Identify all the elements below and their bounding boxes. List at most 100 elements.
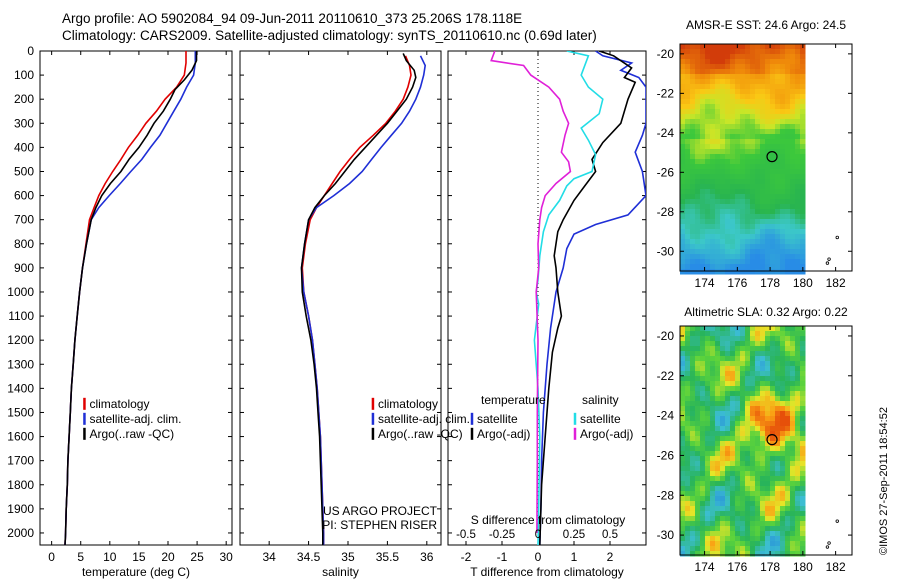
heatmap-cell [740,391,746,397]
heatmap-cell [750,119,756,125]
y-tick-label: 1600 [7,430,34,444]
heatmap-cell [730,254,736,260]
heatmap-cell [695,189,701,195]
heatmap-cell [730,336,736,342]
x-tick-label: 35 [341,550,355,564]
heatmap-cell [765,129,771,135]
heatmap-cell [760,59,766,65]
heatmap-cell [790,269,796,275]
heatmap-cell [735,511,741,517]
heatmap-cell [725,209,731,215]
heatmap-cell [680,184,686,190]
heatmap-cell [680,551,686,557]
heatmap-cell [720,49,726,55]
heatmap-cell [755,84,761,90]
heatmap-cell [685,109,691,115]
heatmap-cell [755,144,761,150]
heatmap-cell [695,214,701,220]
heatmap-cell [710,149,716,155]
heatmap-cell [790,209,796,215]
heatmap-cell [685,64,691,70]
heatmap-cell [765,451,771,457]
heatmap-cell [730,129,736,135]
heatmap-cell [705,109,711,115]
heatmap-cell [740,204,746,210]
y-tick-label: 600 [14,189,34,203]
legend-label: satellite-adj. clim. [378,412,470,426]
heatmap-cell [745,44,751,50]
heatmap-cell [680,326,686,332]
heatmap-cell [685,189,691,195]
heatmap-cell [765,456,771,462]
heatmap-cell [795,54,801,60]
heatmap-cell [790,376,796,382]
heatmap-cell [720,511,726,517]
map-title: Altimetric SLA: 0.32 Argo: 0.22 [684,305,848,319]
heatmap-cell [765,521,771,527]
heatmap-cell [710,234,716,240]
heatmap-cell [755,486,761,492]
heatmap-cell [710,259,716,265]
heatmap-cell [790,259,796,265]
heatmap-cell [730,481,736,487]
heatmap-cell [715,224,721,230]
heatmap-cell [730,501,736,507]
heatmap-cell [705,421,711,427]
heatmap-cell [765,179,771,185]
heatmap-cell [755,44,761,50]
heatmap-cell [680,416,686,422]
heatmap-cell [750,531,756,537]
heatmap-cell [755,446,761,452]
heatmap-cell [715,361,721,367]
heatmap-cell [695,254,701,260]
heatmap-cell [745,204,751,210]
heatmap-cell [720,149,726,155]
heatmap-cell [720,431,726,437]
heatmap-cell [760,219,766,225]
heatmap-cell [795,89,801,95]
heatmap-cell [730,446,736,452]
heatmap-cell [750,94,756,100]
heatmap-cell [690,371,696,377]
heatmap-cell [685,411,691,417]
heatmap-cell [750,526,756,532]
heatmap-cell [760,331,766,337]
heatmap-cell [790,129,796,135]
heatmap-cell [690,521,696,527]
heatmap-cell [685,49,691,55]
heatmap-cell [730,416,736,422]
heatmap-cell [770,526,776,532]
heatmap-cell [725,239,731,245]
heatmap-cell [780,189,786,195]
heatmap-cell [700,249,706,255]
island-dot [827,257,831,261]
heatmap-cell [755,119,761,125]
heatmap-cell [680,501,686,507]
heatmap-cell [755,361,761,367]
heatmap-cell [790,224,796,230]
heatmap-cell [770,426,776,432]
heatmap-cell [770,391,776,397]
heatmap-cell [730,431,736,437]
heatmap-cell [695,159,701,165]
heatmap-cell [700,254,706,260]
heatmap-cell [735,139,741,145]
heatmap-cell [710,376,716,382]
heatmap-cell [735,441,741,447]
x-tick-label: 34.5 [297,550,321,564]
heatmap-cell [690,461,696,467]
heatmap-cell [710,336,716,342]
heatmap-cell [790,59,796,65]
heatmap-cell [695,496,701,502]
heatmap-cell [755,431,761,437]
heatmap-cell [705,124,711,130]
heatmap-cell [760,491,766,497]
heatmap-cell [690,381,696,387]
heatmap-cell [775,204,781,210]
heatmap-cell [740,521,746,527]
heatmap-cell [770,99,776,105]
heatmap-cell [710,541,716,547]
heatmap-cell [775,49,781,55]
heatmap-cell [735,129,741,135]
y-tick-label: 1900 [7,502,34,516]
